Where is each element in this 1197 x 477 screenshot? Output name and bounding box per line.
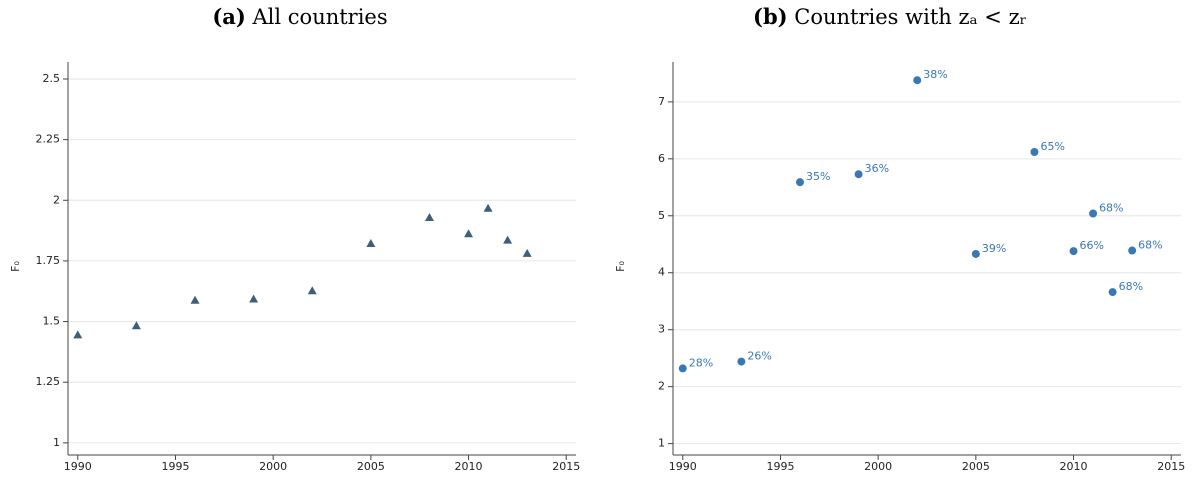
title-text: All countries <box>252 5 388 29</box>
y-tick-label: 2 <box>53 193 60 206</box>
point <box>1128 246 1137 255</box>
y-tick-label: 1.5 <box>43 315 61 328</box>
point <box>796 178 804 187</box>
point <box>483 203 493 212</box>
point <box>1089 209 1098 218</box>
panel-label: (b) <box>753 4 788 29</box>
point-label: 35% <box>806 170 830 183</box>
point-label: 65% <box>1040 140 1064 153</box>
panel-label: (a) <box>212 4 245 29</box>
x-tick-label: 2015 <box>1157 460 1185 473</box>
y-tick-label: 4 <box>658 266 665 279</box>
x-tick-label: 2015 <box>552 460 580 473</box>
point-label: 68% <box>1119 280 1143 293</box>
point <box>464 229 474 238</box>
point <box>971 249 980 258</box>
point-label: 28% <box>689 356 713 369</box>
point <box>678 364 687 373</box>
point-label: 26% <box>747 350 771 363</box>
y-tick-label: 1.25 <box>36 375 61 388</box>
y-tick-label: 2.25 <box>36 133 61 146</box>
point <box>249 294 259 303</box>
point <box>503 235 513 244</box>
point-label: 36% <box>865 162 889 175</box>
title-text: Countries with zₐ < zᵣ <box>794 5 1027 29</box>
point-label: 66% <box>1080 239 1104 252</box>
x-tick-label: 1990 <box>64 460 92 473</box>
point-label: 39% <box>982 242 1006 255</box>
x-tick-label: 1995 <box>766 460 794 473</box>
point <box>131 321 141 330</box>
point <box>1069 247 1078 256</box>
x-tick-label: 2010 <box>1060 460 1088 473</box>
y-tick-label: 1 <box>53 436 60 449</box>
x-tick-label: 2005 <box>357 460 385 473</box>
point <box>190 295 200 304</box>
y-tick-label: 6 <box>658 152 665 165</box>
point <box>854 170 863 179</box>
title-space <box>788 5 795 29</box>
y-axis-label: F₀ <box>9 261 22 272</box>
y-tick-label: 2 <box>658 380 665 393</box>
point <box>913 76 922 85</box>
panel-title: (b) Countries with zₐ < zᵣ <box>753 4 1027 29</box>
y-tick-label: 1.75 <box>36 254 61 267</box>
point <box>307 286 317 295</box>
point-label: 68% <box>1099 202 1123 215</box>
title-space <box>246 5 253 29</box>
y-tick-label: 1 <box>658 437 665 450</box>
point <box>522 248 532 257</box>
panel-title: (a) All countries <box>212 4 387 29</box>
x-tick-label: 2000 <box>259 460 287 473</box>
point <box>366 238 376 247</box>
point <box>424 213 434 222</box>
point <box>73 330 83 339</box>
point-label: 38% <box>923 68 947 81</box>
x-tick-label: 1990 <box>669 460 697 473</box>
point-label: 68% <box>1138 239 1162 252</box>
x-tick-label: 1995 <box>161 460 189 473</box>
y-tick-label: 2.5 <box>43 72 61 85</box>
y-tick-label: 7 <box>658 95 665 108</box>
x-tick-label: 2000 <box>864 460 892 473</box>
y-axis-label: F₀ <box>614 261 627 272</box>
point <box>737 357 746 366</box>
point <box>1030 147 1039 156</box>
y-tick-label: 5 <box>658 209 665 222</box>
y-tick-label: 3 <box>658 323 665 336</box>
point <box>1108 288 1117 297</box>
x-tick-label: 2005 <box>962 460 990 473</box>
x-tick-label: 2010 <box>455 460 483 473</box>
